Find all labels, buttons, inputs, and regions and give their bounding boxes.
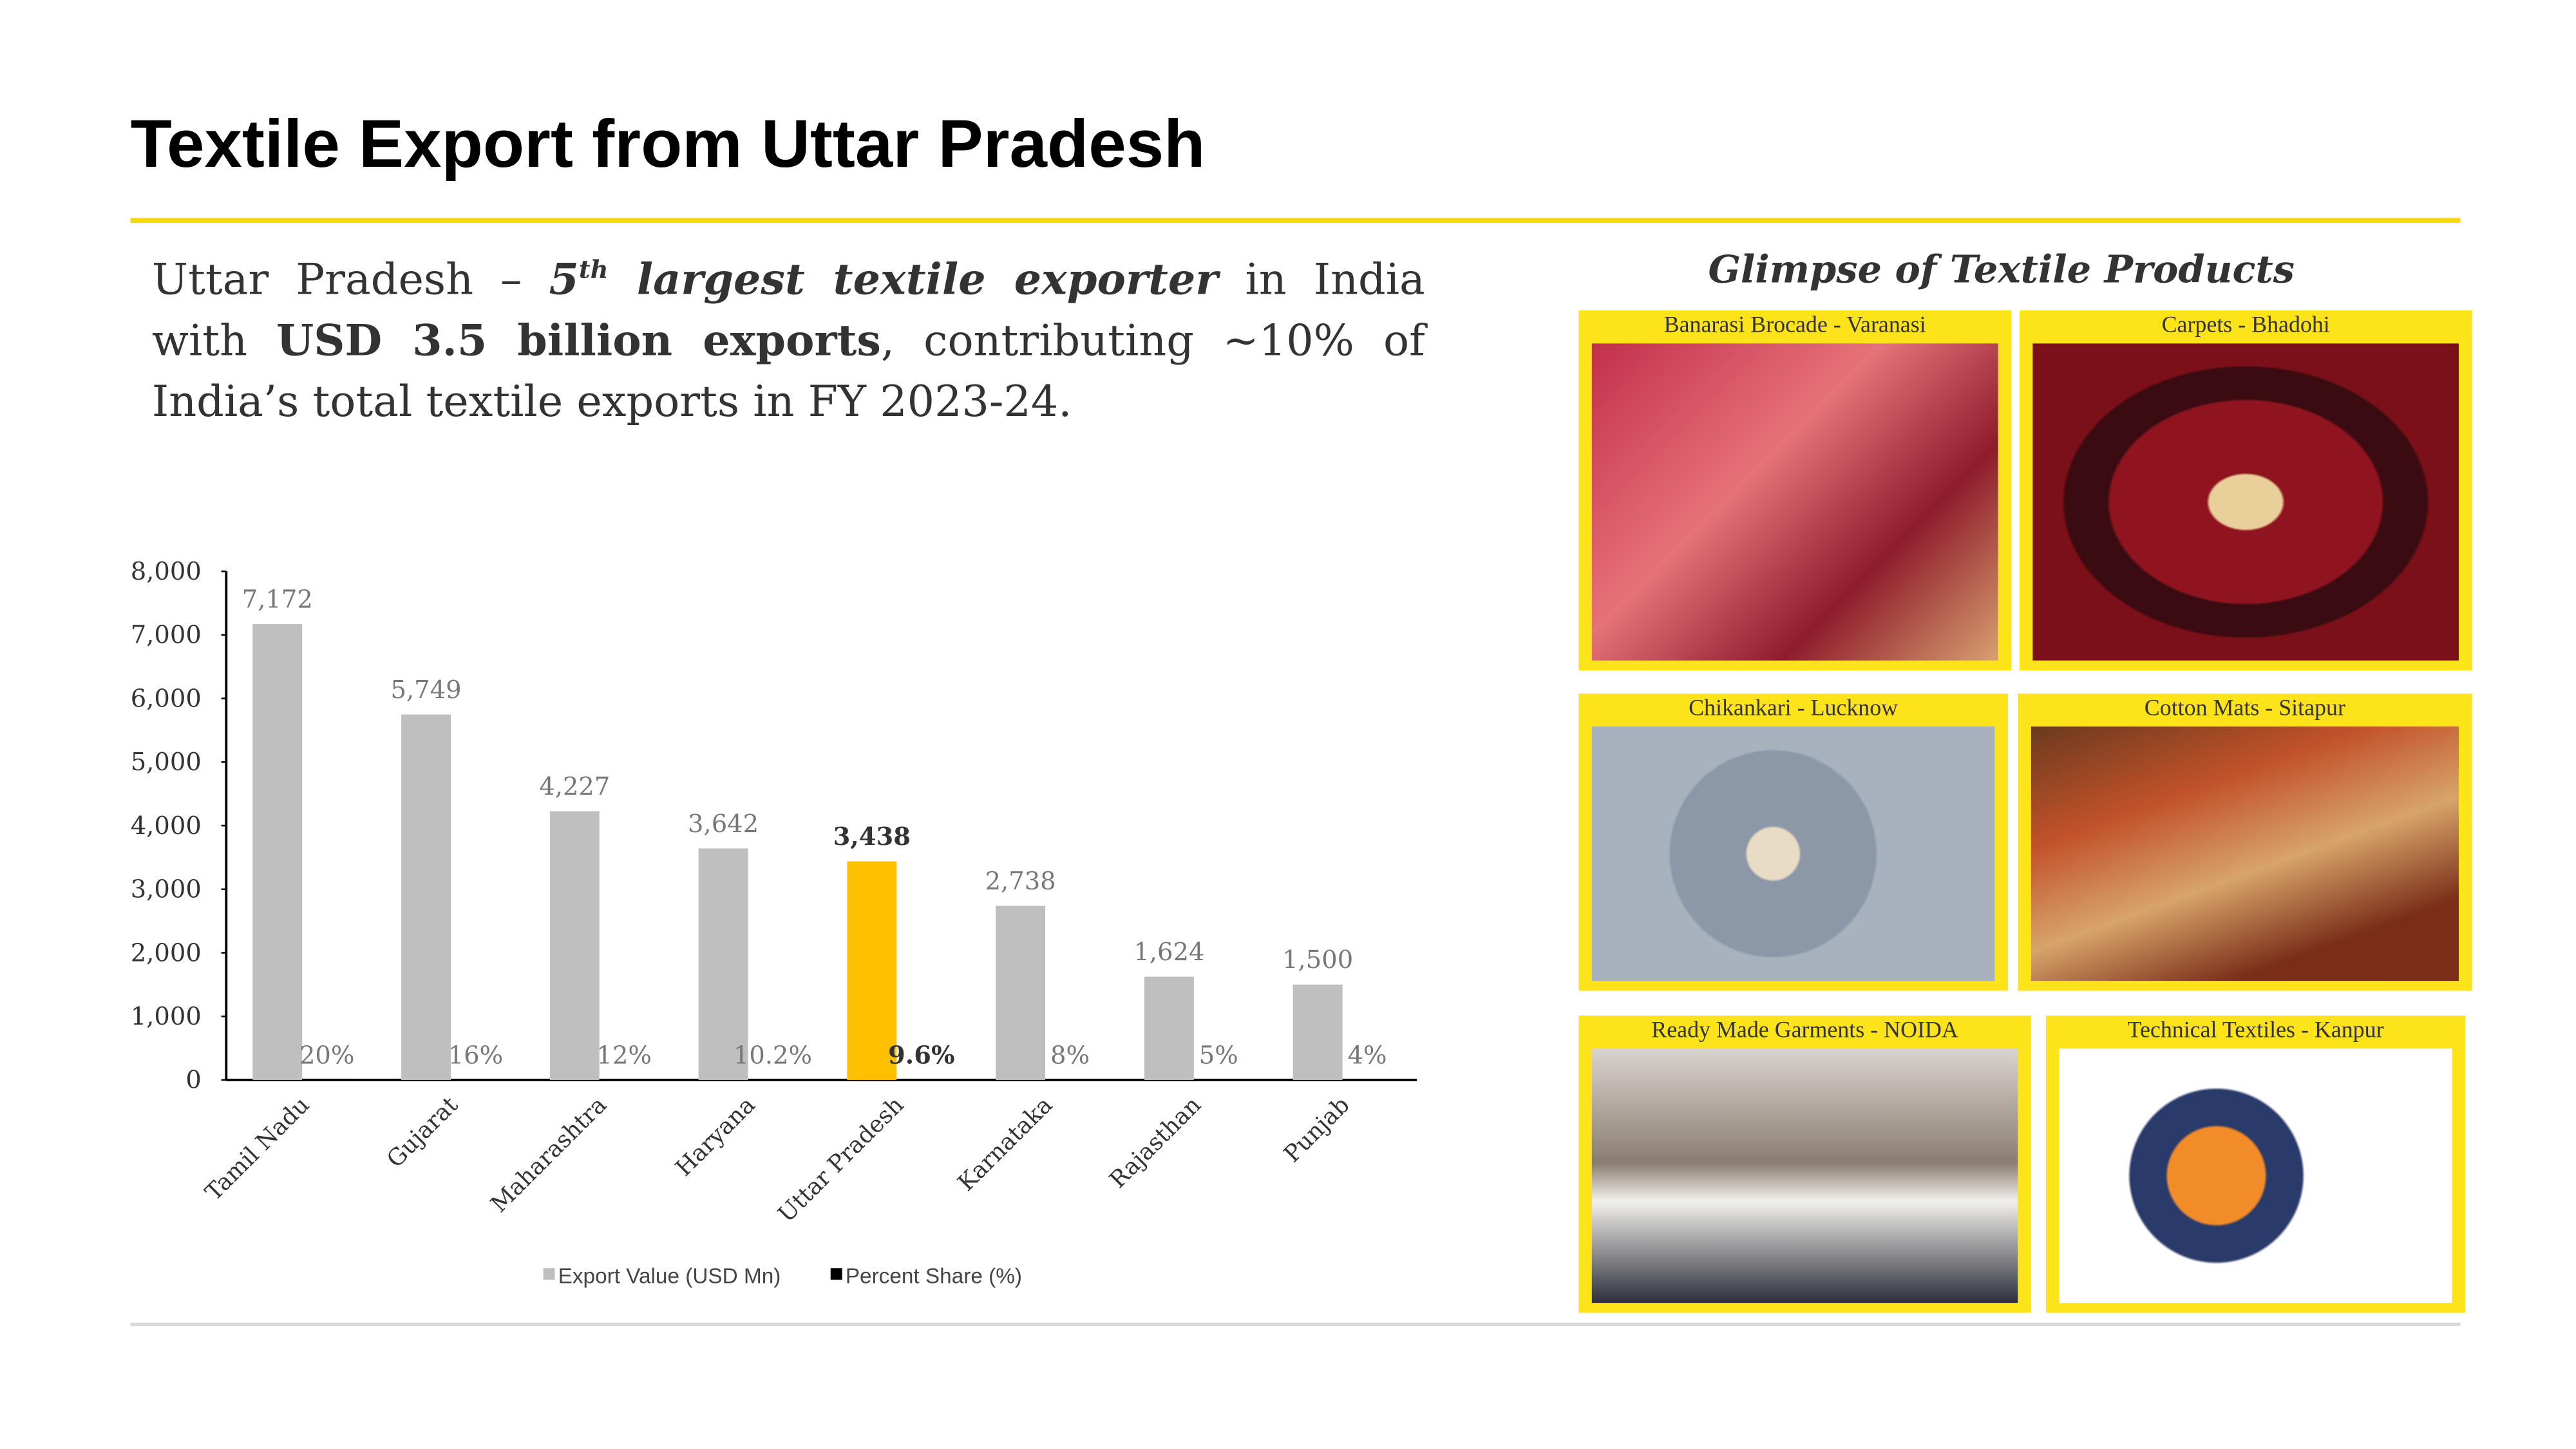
bar xyxy=(847,861,897,1080)
x-tick-label: Karnataka xyxy=(953,1092,1057,1196)
bar xyxy=(748,1079,798,1080)
data-label: 7,172 xyxy=(242,585,313,614)
legend-label: Percent Share (%) xyxy=(846,1264,1022,1288)
bar xyxy=(549,811,600,1080)
footer-rule xyxy=(130,1322,2461,1326)
product-tile: Chikankari - Lucknow xyxy=(1578,693,2008,991)
data-label: 2,738 xyxy=(985,867,1056,896)
product-label: Banarasi Brocade - Varanasi xyxy=(1663,314,1926,339)
product-tile: Technical Textiles - Kanpur xyxy=(2045,1015,2466,1313)
product-image xyxy=(2059,1048,2452,1303)
data-label: 9.6% xyxy=(888,1041,954,1070)
data-label: 5,749 xyxy=(390,676,461,705)
headline-part: largest textile exporter xyxy=(608,256,1218,306)
y-tick-label: 4,000 xyxy=(131,811,202,840)
y-tick-label: 6,000 xyxy=(131,684,202,713)
bar xyxy=(1045,1079,1095,1080)
headline-part: Uttar Pradesh – xyxy=(151,256,549,306)
y-tick-label: 2,000 xyxy=(131,938,202,967)
y-tick-label: 0 xyxy=(185,1066,201,1095)
product-label: Cotton Mats - Sitapur xyxy=(2144,697,2345,722)
bar xyxy=(252,623,303,1080)
headline-part: , contributing ~10% of India’s total tex… xyxy=(151,317,1425,428)
bar xyxy=(599,1079,649,1080)
x-tick-label: Uttar Pradesh xyxy=(773,1092,909,1227)
headline-part: th xyxy=(578,254,609,285)
x-tick-label: Haryana xyxy=(670,1092,760,1181)
data-label: 3,438 xyxy=(833,822,911,851)
legend-swatch xyxy=(543,1268,555,1280)
bar xyxy=(401,714,451,1080)
product-image xyxy=(1591,1048,2018,1303)
data-label: 4% xyxy=(1348,1041,1387,1070)
bar xyxy=(1144,976,1194,1080)
product-image xyxy=(1591,726,1995,981)
product-image xyxy=(2032,343,2459,661)
bar xyxy=(1293,984,1343,1080)
x-tick-label: Gujarat xyxy=(382,1092,463,1173)
data-label: 1,624 xyxy=(1133,938,1204,967)
product-label: Carpets - Bhadohi xyxy=(2161,314,2330,339)
y-tick-label: 5,000 xyxy=(131,748,202,777)
product-tile: Carpets - Bhadohi xyxy=(2019,310,2472,671)
data-label: 16% xyxy=(448,1041,503,1070)
bar xyxy=(896,1079,947,1080)
data-label: 20% xyxy=(299,1041,354,1070)
x-tick-label: Rajasthan xyxy=(1104,1092,1206,1193)
y-tick-label: 1,000 xyxy=(131,1002,202,1031)
headline: Uttar Pradesh – 5th largest textile expo… xyxy=(152,251,1425,435)
product-tile: Cotton Mats - Sitapur xyxy=(2018,693,2472,991)
legend-label: Export Value (USD Mn) xyxy=(558,1264,781,1288)
headline-part: 5 xyxy=(549,256,579,306)
bar xyxy=(302,1078,352,1080)
product-label: Technical Textiles - Kanpur xyxy=(2127,1019,2384,1044)
y-tick-label: 8,000 xyxy=(131,557,202,586)
x-tick-label: Tamil Nadu xyxy=(200,1092,314,1206)
y-tick-label: 7,000 xyxy=(131,621,202,650)
data-label: 12% xyxy=(596,1041,651,1070)
product-label: Chikankari - Lucknow xyxy=(1689,697,1899,722)
product-image xyxy=(1591,343,1998,661)
bar xyxy=(451,1079,500,1080)
gallery-title: Glimpse of Textile Products xyxy=(1708,247,2295,292)
data-label: 3,642 xyxy=(688,810,759,838)
slide-title: Textile Export from Uttar Pradesh xyxy=(130,106,1206,182)
y-tick-label: 3,000 xyxy=(131,875,202,904)
data-label: 8% xyxy=(1050,1041,1090,1070)
x-tick-label: Punjab xyxy=(1279,1092,1355,1168)
bar xyxy=(698,848,748,1080)
x-tick-label: Maharashtra xyxy=(486,1092,612,1218)
data-label: 10.2% xyxy=(734,1041,812,1070)
title-rule xyxy=(130,218,2461,223)
data-label: 5% xyxy=(1199,1041,1238,1070)
product-tile: Ready Made Garments - NOIDA xyxy=(1578,1015,2031,1313)
bar xyxy=(996,905,1046,1080)
product-tile: Banarasi Brocade - Varanasi xyxy=(1578,310,2012,671)
product-label: Ready Made Garments - NOIDA xyxy=(1651,1019,1958,1044)
data-label: 1,500 xyxy=(1282,945,1353,974)
data-label: 4,227 xyxy=(539,772,610,801)
headline-part: in India with xyxy=(151,256,1425,367)
headline-part: USD 3.5 billion exports xyxy=(276,317,881,367)
product-image xyxy=(2031,726,2459,981)
legend-swatch xyxy=(830,1268,842,1280)
